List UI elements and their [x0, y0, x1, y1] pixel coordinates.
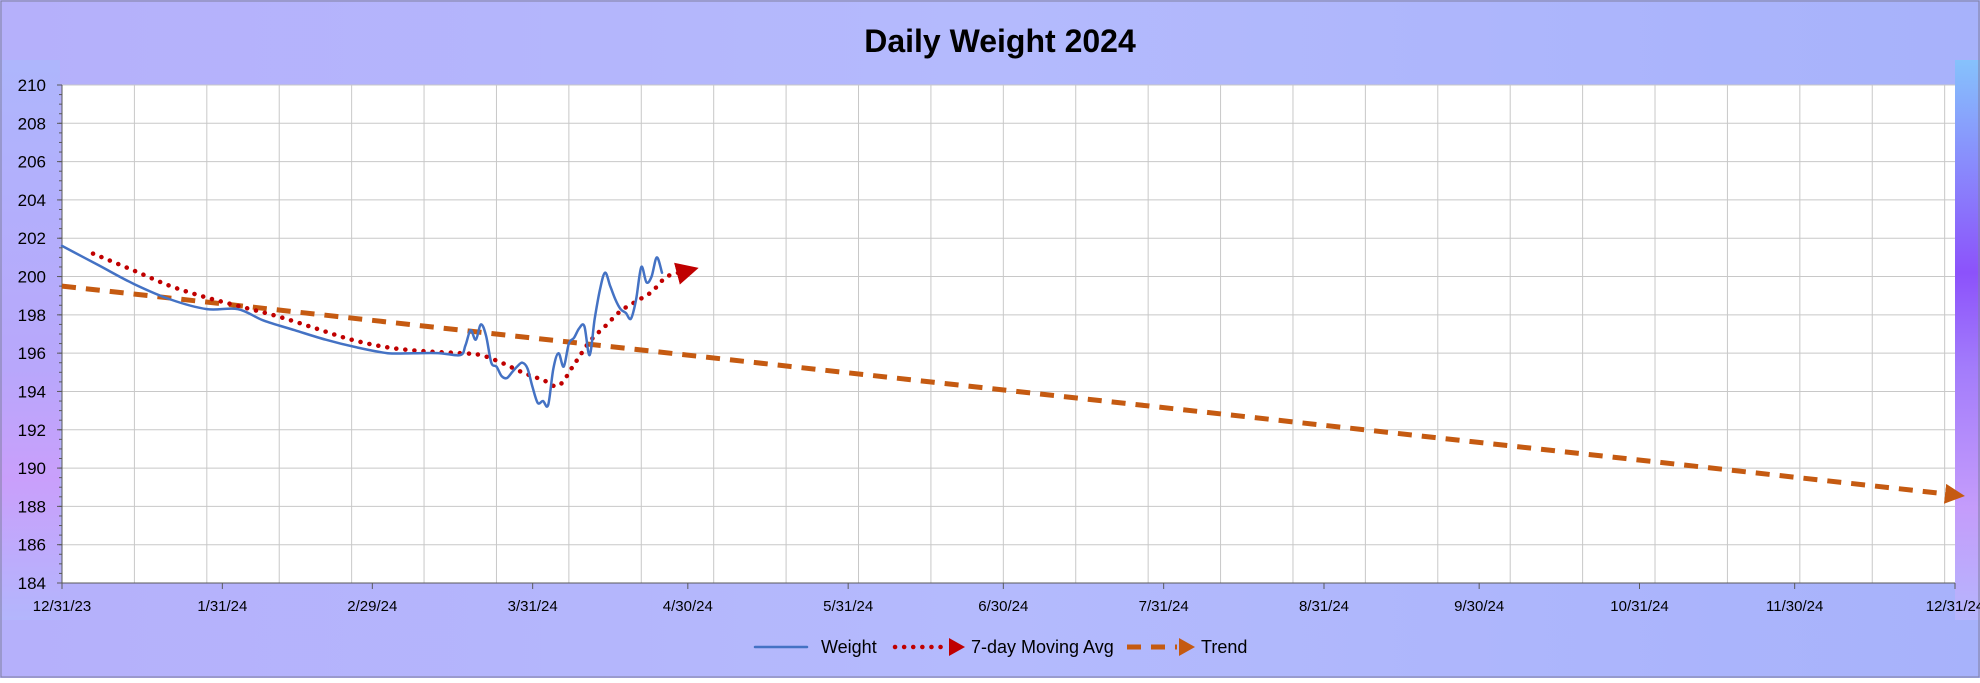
legend-arrow: [949, 638, 965, 656]
y-tick-label: 202: [18, 229, 46, 248]
x-tick-label: 2/29/24: [347, 598, 397, 615]
legend-item-trend: Trend: [1127, 637, 1247, 657]
legend-label: Trend: [1201, 637, 1247, 657]
x-tick-label: 10/31/24: [1610, 598, 1668, 615]
x-tick-label: 6/30/24: [978, 598, 1028, 615]
y-tick-label: 204: [18, 191, 46, 210]
legend-item-weight: Weight: [753, 637, 877, 657]
y-tick-label: 194: [18, 382, 46, 401]
legend-item-7-day-moving-avg: 7-day Moving Avg: [892, 637, 1114, 657]
x-tick-label: 8/31/24: [1299, 598, 1349, 615]
x-tick-label: 1/31/24: [197, 598, 247, 615]
chart-title: Daily Weight 2024: [864, 23, 1136, 59]
x-tick-label: 9/30/24: [1454, 598, 1504, 615]
series-line-weight: [60, 244, 664, 408]
x-tick-label: 12/31/24: [1926, 598, 1980, 615]
y-tick-label: 188: [18, 497, 46, 516]
series-line-7-day-moving-avg: [90, 251, 699, 389]
chart-right-band: [1955, 60, 1980, 620]
x-tick-label: 11/30/24: [1766, 598, 1823, 615]
series-lines: [60, 244, 1965, 504]
x-tick-label: 3/31/24: [508, 598, 558, 615]
chart-left-band: [0, 60, 60, 620]
y-tick-label: 200: [18, 268, 46, 287]
y-tick-label: 192: [18, 421, 46, 440]
legend-arrow: [1179, 638, 1195, 656]
y-tick-label: 198: [18, 306, 46, 325]
y-tick-label: 206: [18, 153, 46, 172]
axes: 184 186 188 190 192 194 196 198 200 202 204 206 208 2…: [18, 76, 1980, 615]
y-tick-label: 186: [18, 536, 46, 555]
x-tick-label: 12/31/23: [33, 598, 91, 615]
legend: Weight 7-day Moving Avg Trend: [753, 637, 1247, 657]
legend-label: 7-day Moving Avg: [971, 637, 1114, 657]
series-line-trend: [61, 283, 1965, 504]
y-tick-label: 210: [18, 76, 46, 95]
y-tick-label: 196: [18, 344, 46, 363]
y-tick-label: 208: [18, 114, 46, 133]
x-tick-label: 5/31/24: [823, 598, 873, 615]
y-tick-label: 184: [18, 574, 46, 593]
x-tick-label: 4/30/24: [663, 598, 713, 615]
legend-label: Weight: [821, 637, 877, 657]
y-tick-label: 190: [18, 459, 46, 478]
plot-area: [62, 85, 1955, 583]
x-tick-label: 7/31/24: [1139, 598, 1189, 615]
